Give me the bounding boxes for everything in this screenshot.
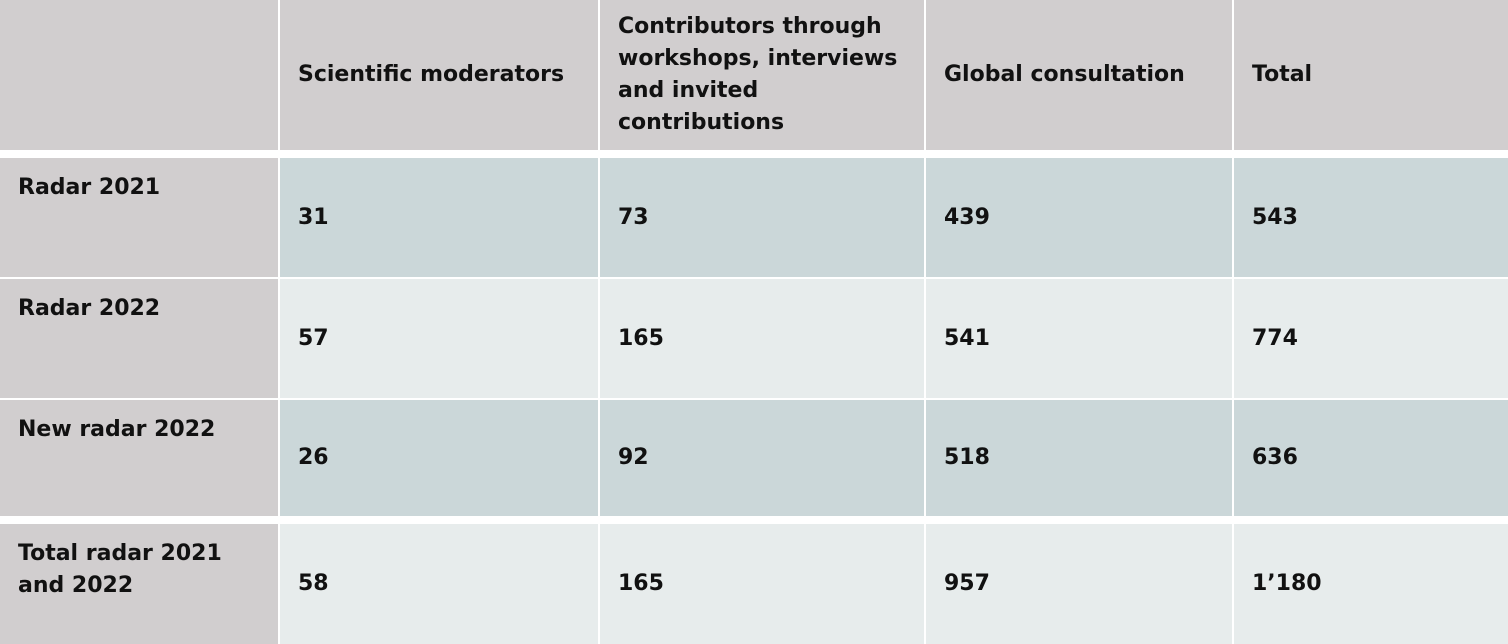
table-cell: 31 — [280, 158, 598, 277]
table-cell: 636 — [1234, 400, 1508, 516]
cell-text: 541 — [944, 325, 990, 351]
table-cell: 541 — [926, 279, 1232, 398]
column-header: Global consultation — [926, 0, 1232, 150]
column-header: Scientific moderators — [280, 0, 598, 150]
cell-text: 57 — [298, 325, 329, 351]
cell-text: Contributors through workshops, intervie… — [618, 14, 898, 135]
corner-cell — [0, 0, 278, 150]
cell-text: 1’180 — [1252, 571, 1322, 596]
cell-text: 92 — [618, 445, 649, 470]
cell-text: Radar 2022 — [18, 296, 161, 321]
table-cell: 73 — [600, 158, 924, 277]
cell-text: 31 — [298, 204, 329, 230]
cell-text: Global consultation — [944, 62, 1185, 87]
table-cell: 57 — [280, 279, 598, 398]
row-header: New radar 2022 — [0, 400, 278, 516]
table-cell: 543 — [1234, 158, 1508, 277]
cell-text: Total radar 2021 and 2022 — [18, 541, 222, 598]
cell-text: 165 — [618, 325, 664, 351]
cell-text: 774 — [1252, 325, 1298, 351]
cell-text: 518 — [944, 445, 990, 470]
row-header: Radar 2022 — [0, 279, 278, 398]
column-header: Total — [1234, 0, 1508, 150]
table-cell: 26 — [280, 400, 598, 516]
cell-text: 73 — [618, 204, 649, 230]
cell-text: 165 — [618, 571, 664, 596]
cell-text: Radar 2021 — [18, 175, 161, 200]
row-header: Total radar 2021 and 2022 — [0, 524, 278, 644]
cell-text: New radar 2022 — [18, 417, 216, 442]
cell-text: 58 — [298, 571, 329, 596]
table-cell: 165 — [600, 524, 924, 644]
column-header: Contributors through workshops, intervie… — [600, 0, 924, 150]
table-cell: 92 — [600, 400, 924, 516]
cell-text: 543 — [1252, 204, 1298, 230]
table-cell: 165 — [600, 279, 924, 398]
cell-text: Total — [1252, 62, 1313, 87]
cell-text: 439 — [944, 204, 990, 230]
cell-text: 636 — [1252, 445, 1298, 470]
table-cell: 518 — [926, 400, 1232, 516]
cell-text: 957 — [944, 571, 990, 596]
table-cell: 439 — [926, 158, 1232, 277]
table-cell: 957 — [926, 524, 1232, 644]
row-header: Radar 2021 — [0, 158, 278, 277]
cell-text: 26 — [298, 445, 329, 470]
table-cell: 774 — [1234, 279, 1508, 398]
table-cell: 58 — [280, 524, 598, 644]
table-cell: 1’180 — [1234, 524, 1508, 644]
cell-text: Scientific moderators — [298, 62, 565, 87]
